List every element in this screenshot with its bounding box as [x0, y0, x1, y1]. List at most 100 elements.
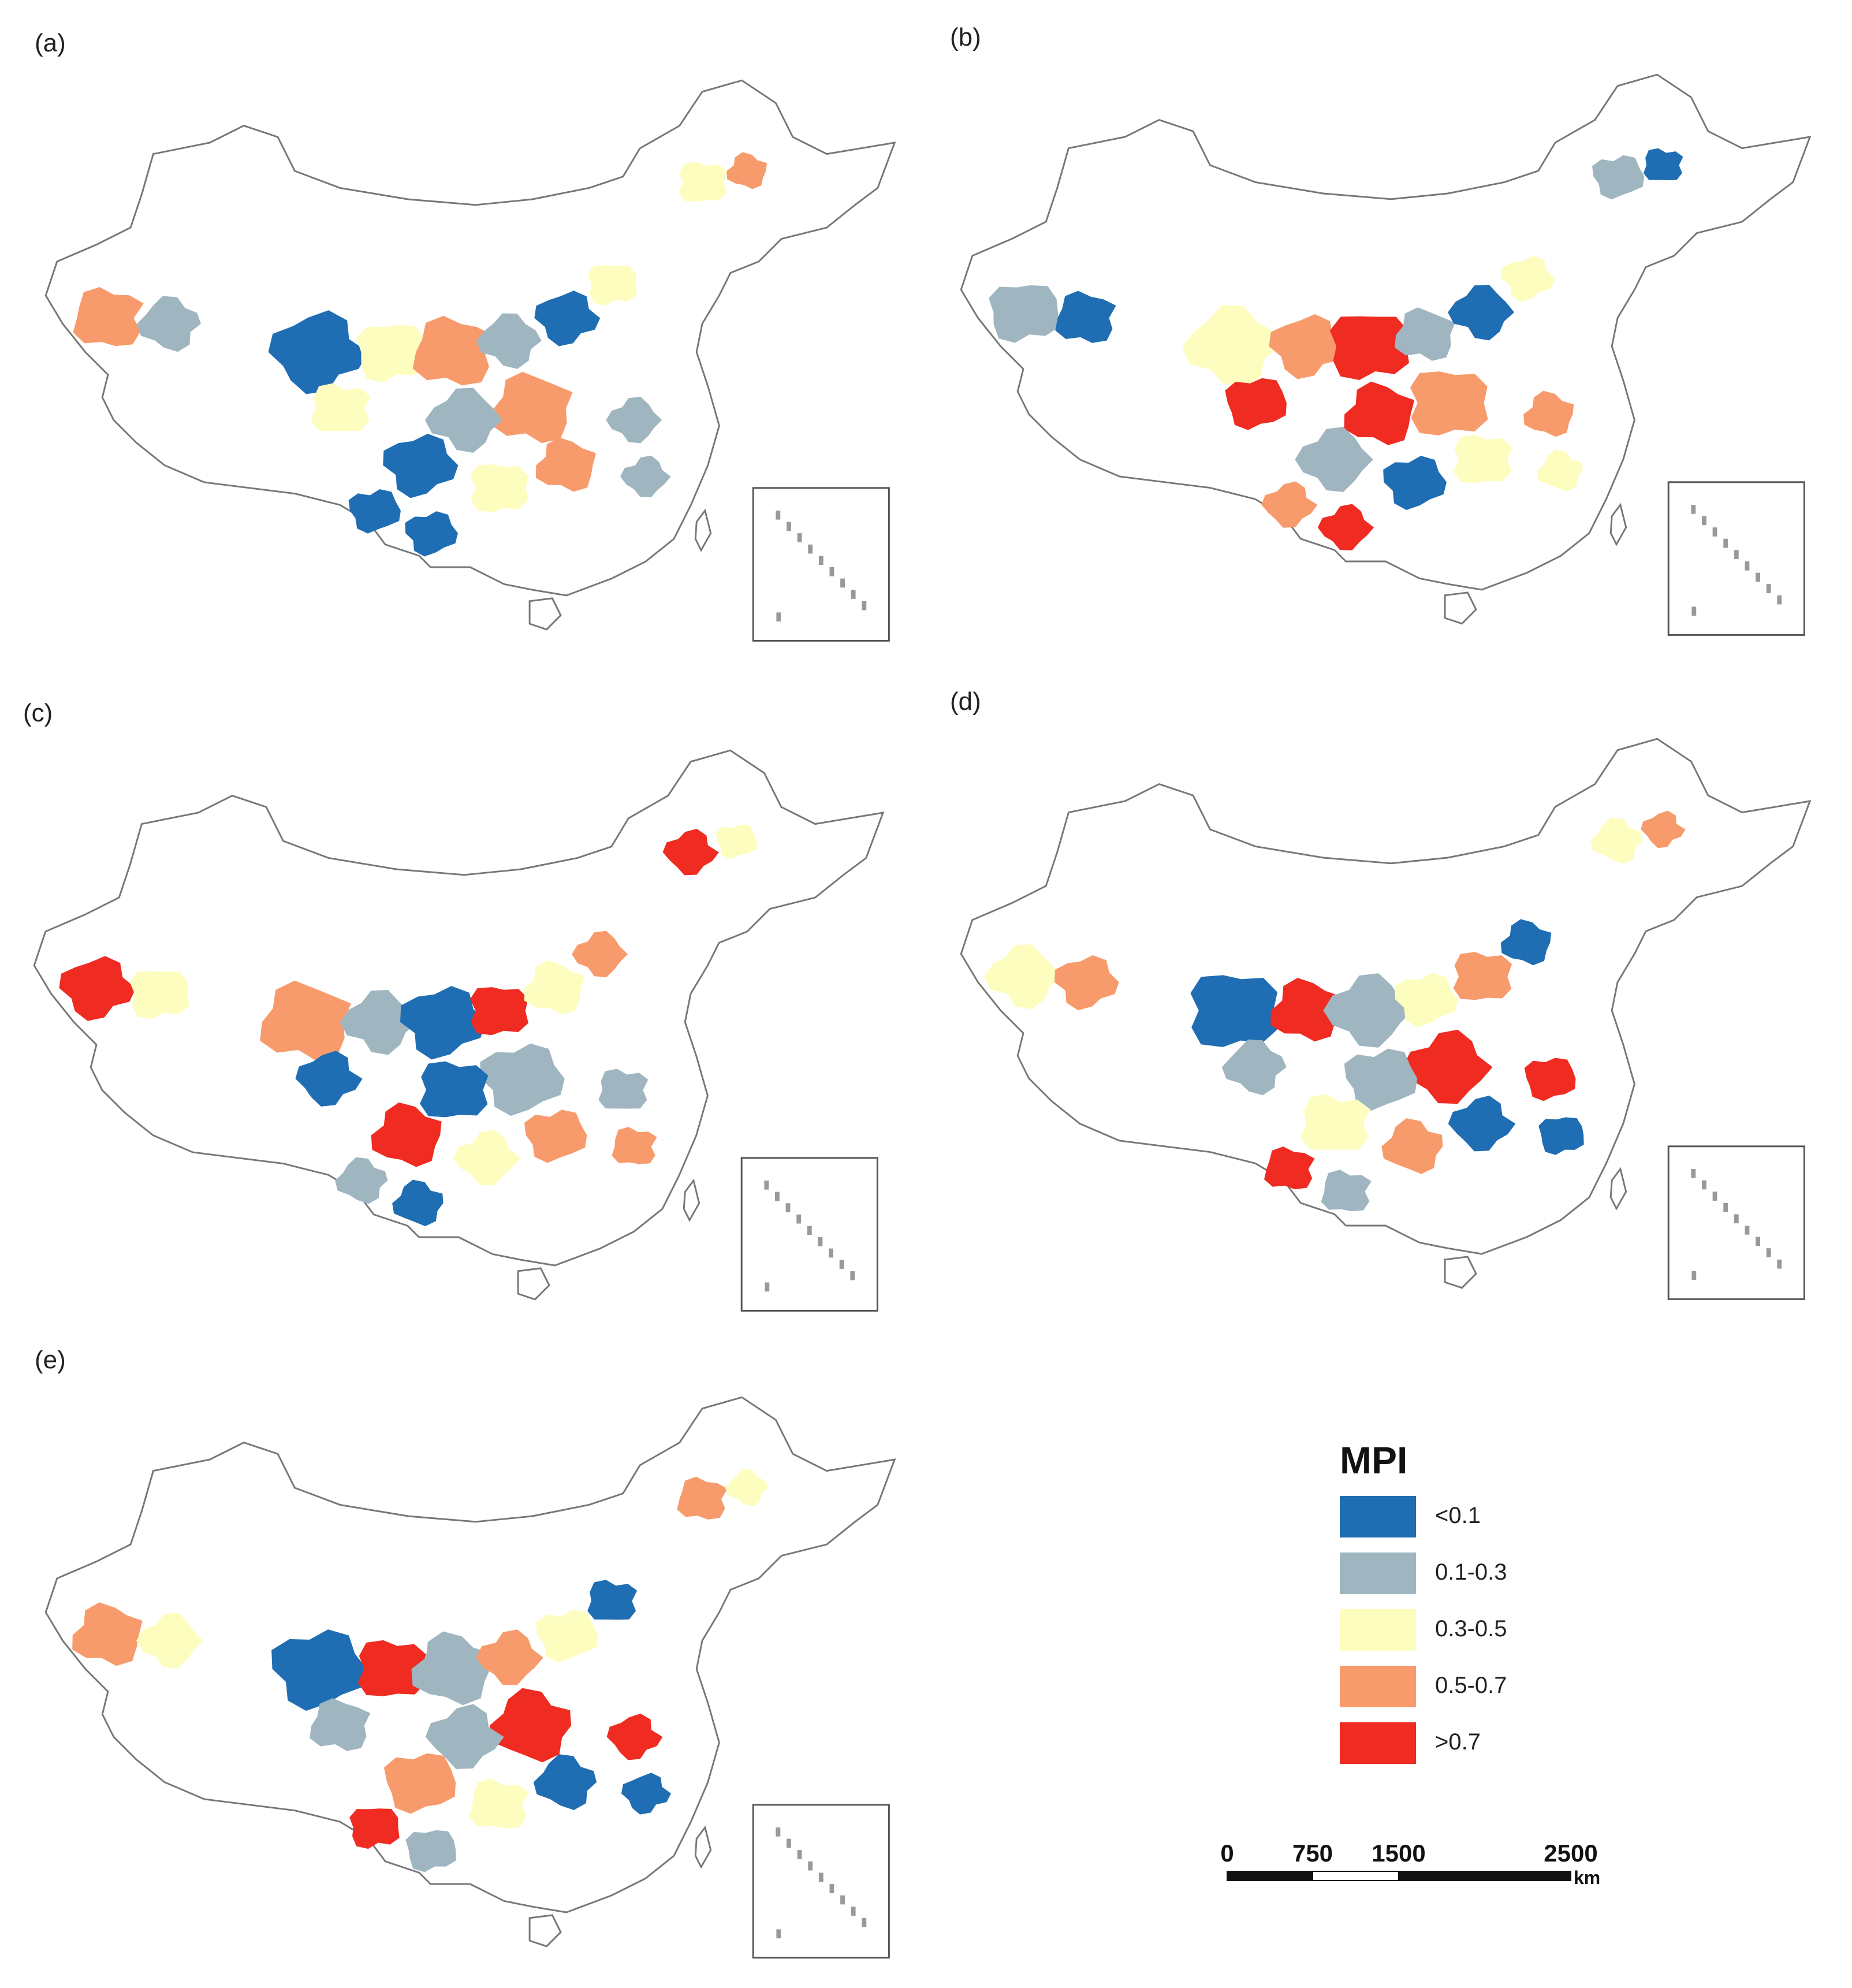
mpi-region [349, 1808, 400, 1849]
island-outline [1609, 502, 1627, 546]
mpi-region [1643, 148, 1683, 180]
inset-island-mark [1702, 516, 1706, 526]
mpi-region [357, 1640, 427, 1696]
mpi-region [1323, 973, 1413, 1048]
inset-island-mark [829, 1884, 834, 1893]
mpi-region [476, 313, 542, 369]
island-outline [1444, 591, 1477, 625]
legend-label: 0.3-0.5 [1435, 1616, 1507, 1641]
mpi-region [1344, 1048, 1418, 1111]
inset-island-mark [829, 1248, 833, 1258]
mpi-region [412, 315, 494, 386]
mpi-region [621, 1773, 672, 1815]
legend-swatch [1340, 1722, 1416, 1764]
inset-island-mark [1745, 1226, 1750, 1235]
mpi-region [1221, 1039, 1287, 1096]
inset-island-mark [851, 590, 856, 599]
mpi-region [311, 383, 371, 431]
legend-swatch [1340, 1666, 1416, 1707]
mpi-region [1301, 1094, 1370, 1150]
legend-label: 0.1-0.3 [1435, 1559, 1507, 1585]
mpi-region [533, 1754, 597, 1811]
mpi-region [1190, 975, 1278, 1047]
inset-island-mark [764, 1181, 769, 1190]
inset-island-mark [1712, 527, 1717, 537]
inset-island-mark [1691, 1271, 1697, 1280]
mpi-region [453, 1130, 521, 1186]
mpi-region [136, 1613, 204, 1669]
mpi-region [1448, 1095, 1516, 1152]
mpi-region [137, 296, 202, 352]
inset-island-mark [1712, 1192, 1717, 1201]
mpi-region [1523, 390, 1574, 437]
scale-segment [1312, 1871, 1399, 1881]
mpi-region [679, 162, 728, 202]
legend-label: <0.1 [1435, 1503, 1481, 1528]
inset-island-mark [776, 1929, 781, 1939]
island-outline [683, 1178, 700, 1222]
mpi-region [405, 1830, 456, 1872]
mpi-region [725, 1469, 769, 1507]
china-map [33, 749, 885, 1312]
inset-island-mark [1766, 1248, 1771, 1257]
china-map [44, 79, 896, 642]
inset-island-mark [862, 1918, 867, 1927]
mpi-region [572, 930, 628, 978]
island-outline [694, 1825, 712, 1869]
mpi-region [1182, 305, 1280, 389]
mpi-region [524, 960, 585, 1015]
mpi-region [1394, 973, 1458, 1027]
inset-island-mark [775, 1192, 780, 1201]
mpi-region [1317, 504, 1374, 550]
mpi-region [411, 1631, 492, 1706]
inset-island-mark [840, 578, 845, 588]
mpi-region [534, 291, 601, 347]
inset-island-mark [818, 1237, 823, 1246]
china-map [960, 738, 1812, 1300]
legend-item: 0.3-0.5 [1340, 1609, 1617, 1655]
mpi-region [1537, 449, 1583, 492]
mpi-region [405, 511, 458, 557]
china-map [960, 73, 1812, 636]
inset-island-mark [1777, 595, 1782, 605]
mpi-region [268, 310, 368, 394]
mpi-region [271, 1629, 367, 1711]
mpi-region [1641, 810, 1686, 848]
mpi-region [1592, 155, 1645, 200]
mpi-region [1402, 1029, 1493, 1104]
mpi-region [489, 1688, 572, 1763]
scale-unit: km [1574, 1867, 1601, 1888]
mpi-region [1500, 919, 1552, 966]
scale-segment [1227, 1871, 1313, 1881]
scale-bar-graphic [1227, 1871, 1571, 1881]
mpi-region [335, 1157, 388, 1204]
mpi-region [480, 1043, 565, 1116]
mpi-region [295, 1051, 363, 1107]
legend-item: <0.1 [1340, 1496, 1617, 1542]
legend-swatch [1340, 1609, 1416, 1651]
mpi-region [491, 371, 573, 444]
mpi-region [260, 980, 351, 1061]
inset-island-mark [840, 1895, 845, 1905]
inset-island-mark [1734, 1214, 1739, 1224]
inset-island-mark [787, 522, 791, 531]
mpi-region [310, 1698, 371, 1751]
inset-island-mark [839, 1260, 844, 1269]
mpi-region [476, 1629, 543, 1685]
island-outline [528, 1914, 562, 1948]
inset-island-mark [1745, 561, 1750, 571]
scale-tick-label: 750 [1292, 1840, 1333, 1867]
inset-island-mark [1756, 1237, 1760, 1246]
panel-label: (c) [23, 699, 53, 727]
mpi-region [1448, 284, 1515, 341]
island-outline [528, 597, 562, 631]
inset-island-mark [1723, 1203, 1728, 1212]
island-outline [1444, 1256, 1477, 1289]
mpi-region [1538, 1117, 1584, 1155]
mpi-region [535, 437, 597, 492]
mpi-region [662, 829, 719, 876]
mpi-region [1225, 378, 1287, 430]
inset-island-mark [796, 1214, 802, 1224]
scale-tick-label: 2500 [1544, 1840, 1598, 1867]
inset-island-mark [776, 612, 781, 622]
